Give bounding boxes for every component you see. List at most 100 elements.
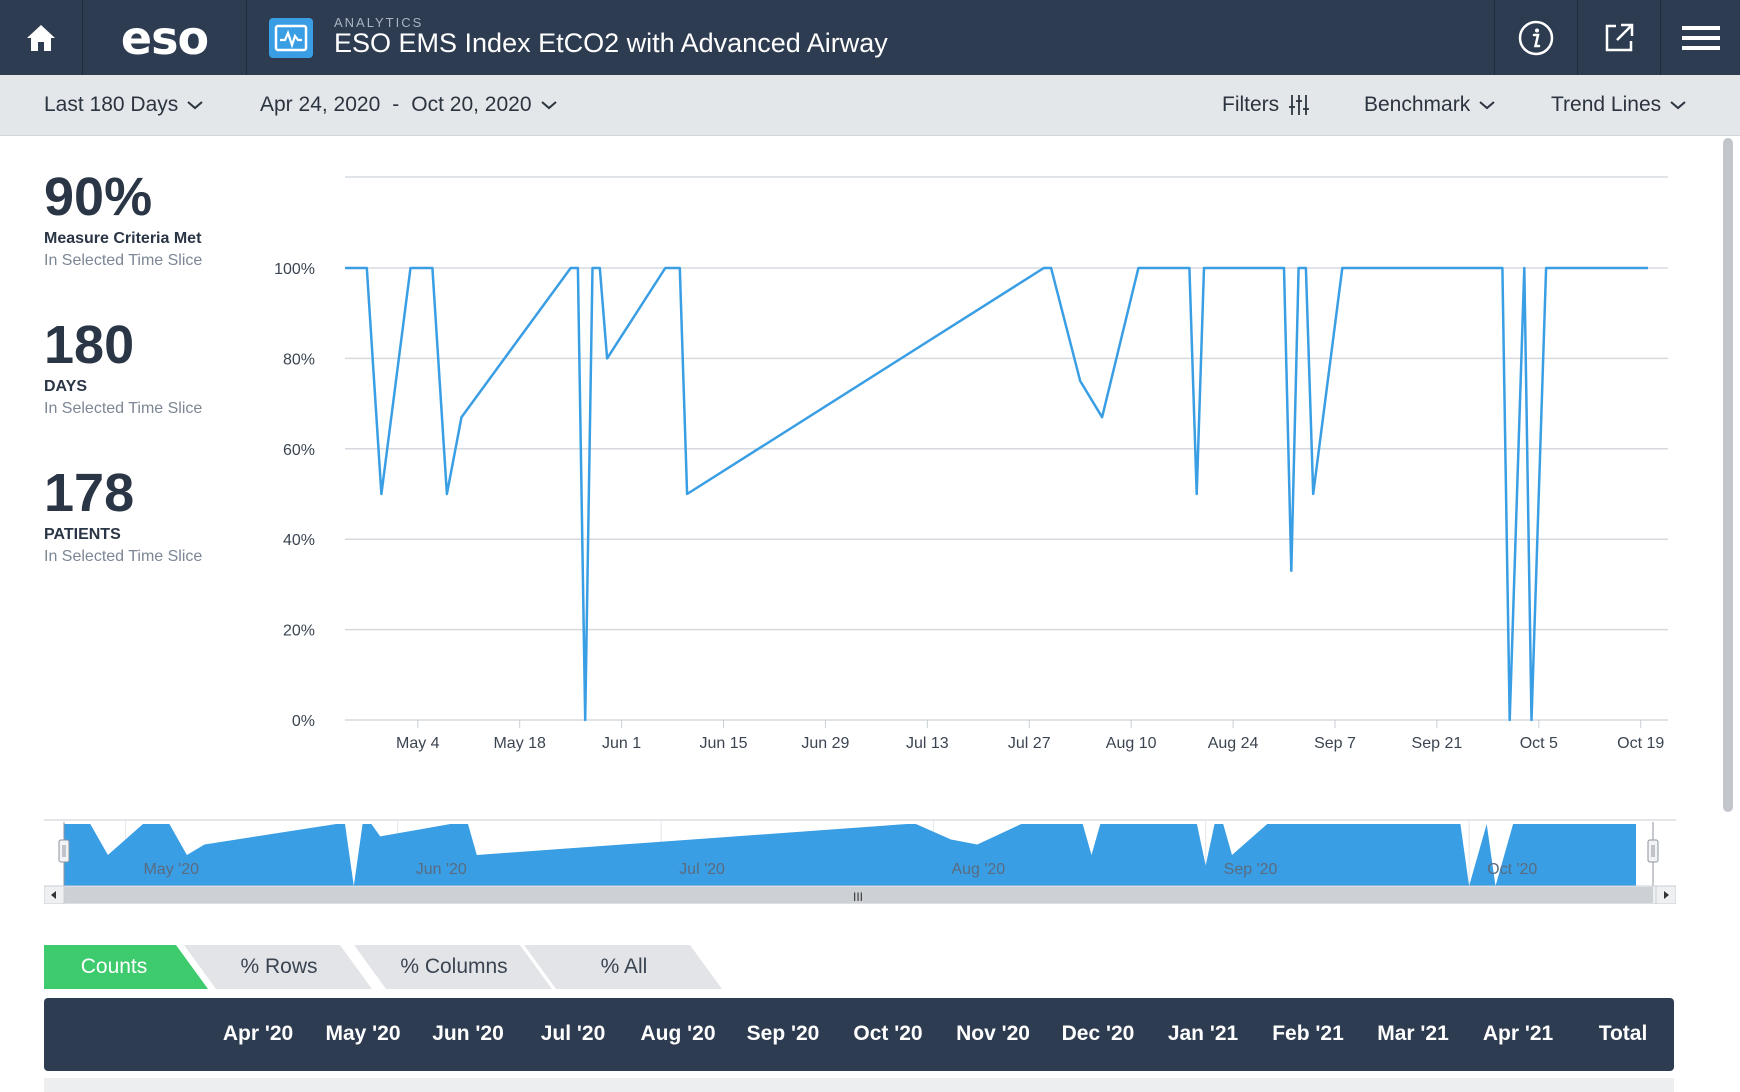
external-link-button[interactable] (1578, 0, 1660, 75)
column-header[interactable]: Apr '21 (1482, 1022, 1554, 1045)
x-tick-label: Jun 29 (801, 735, 849, 752)
x-tick-label: Oct 19 (1617, 735, 1664, 752)
column-header[interactable]: Apr '20 (222, 1022, 294, 1045)
column-header[interactable]: Oct '20 (853, 1022, 923, 1045)
column-header[interactable]: Mar '21 (1377, 1022, 1449, 1045)
y-tick-label: 0% (292, 713, 315, 730)
x-tick-label: Oct 5 (1520, 735, 1558, 752)
column-header[interactable]: Total (1598, 1022, 1648, 1045)
navigator-month-label: Aug '20 (951, 861, 1005, 878)
tab-counts[interactable]: Counts (44, 945, 210, 989)
navigator-month-label: Sep '20 (1224, 861, 1278, 878)
scroll-right-arrow-icon (1664, 891, 1669, 899)
kpi-label: DAYS (44, 378, 87, 395)
filters-label: Filters (1222, 93, 1280, 116)
logo-text: eso (120, 10, 209, 65)
y-tick-label: 20% (283, 623, 315, 640)
navigator-month-label: Jun '20 (416, 861, 467, 878)
tab-label: % All (600, 955, 648, 978)
menu-icon (1681, 25, 1720, 50)
column-header[interactable]: Jan '21 (1167, 1022, 1239, 1045)
tab-label: % Rows (240, 955, 318, 978)
home-button[interactable] (0, 0, 82, 75)
column-header[interactable]: Feb '21 (1272, 1022, 1344, 1045)
x-tick-label: May 18 (493, 735, 546, 752)
table-row (44, 1078, 1674, 1092)
eso-logo: eso (83, 0, 246, 75)
chart-app-icon (269, 18, 313, 58)
x-tick-label: Jun 1 (602, 735, 641, 752)
range-dropdown[interactable]: Last 180 Days (44, 93, 204, 117)
x-tick-label: Sep 7 (1314, 735, 1356, 752)
navigator-left-handle[interactable] (58, 822, 70, 886)
date-from: Apr 24, 2020 (260, 93, 381, 116)
info-icon (1518, 20, 1554, 55)
tab-label: % Columns (400, 955, 508, 978)
navigator-scrollbar[interactable]: III (44, 885, 1676, 904)
column-header[interactable]: Jun '20 (432, 1022, 504, 1045)
column-header[interactable]: Sep '20 (746, 1022, 820, 1045)
x-tick-label: Aug 10 (1106, 735, 1157, 752)
benchmark-dropdown[interactable]: Benchmark (1364, 93, 1496, 117)
kpi-sublabel: In Selected Time Slice (44, 548, 203, 565)
y-tick-label: 80% (283, 351, 315, 368)
column-header[interactable]: Nov '20 (956, 1022, 1030, 1045)
chevron-down-icon (1670, 101, 1686, 110)
kpi-sublabel: In Selected Time Slice (44, 252, 203, 269)
y-tick-label: 60% (283, 442, 315, 459)
navigator-area (64, 824, 1636, 886)
menu-button[interactable] (1661, 0, 1740, 75)
column-header[interactable]: Aug '20 (640, 1022, 716, 1045)
column-header[interactable]: Dec '20 (1061, 1022, 1135, 1045)
x-tick-label: Aug 24 (1208, 735, 1259, 752)
page-scrollbar[interactable] (1721, 138, 1735, 1088)
tab-rows[interactable]: % Rows (184, 945, 374, 989)
trend-lines-dropdown[interactable]: Trend Lines (1551, 93, 1687, 117)
date-separator: - (392, 93, 400, 116)
tab-columns[interactable]: % Columns (354, 945, 554, 989)
kpi-patients: 178 PATIENTS In Selected Time Slice (44, 466, 202, 566)
series-line[interactable] (345, 266, 1648, 722)
y-tick-label: 100% (274, 261, 315, 278)
kpi-value: 180 (44, 315, 135, 375)
kpi-label: PATIENTS (44, 526, 121, 543)
app-section-label: ANALYTICS (334, 15, 424, 30)
scroll-grip[interactable]: III (853, 890, 863, 904)
navigator-right-handle[interactable] (1647, 822, 1659, 886)
column-header[interactable]: May '20 (325, 1022, 401, 1045)
scroll-left-arrow-icon (51, 891, 56, 899)
x-tick-label: Jun 15 (700, 735, 748, 752)
tab-all[interactable]: % All (524, 945, 724, 989)
page-scrollbar-thumb[interactable] (1723, 138, 1733, 812)
x-tick-label: Jul 13 (906, 735, 949, 752)
tab-label: Counts (80, 955, 148, 978)
trend-lines-label: Trend Lines (1551, 93, 1662, 116)
navigator-month-label: Oct '20 (1487, 861, 1537, 878)
line-chart[interactable]: 0% 20% 40% 60% 80% 100% May 4 May 18 Jun 1 Jun 1… (240, 150, 1680, 760)
kpi-value: 178 (44, 463, 135, 523)
page-title: ESO EMS Index EtCO2 with Advanced Airway (334, 28, 888, 58)
range-navigator[interactable]: May '20 Jun '20 Jul '20 Aug '20 Sep '20 Oct '… (44, 818, 1676, 904)
y-tick-label: 40% (283, 532, 315, 549)
column-header[interactable]: Jul '20 (540, 1022, 606, 1045)
navigator-month-label: Jul '20 (679, 861, 725, 878)
chevron-down-icon (1479, 101, 1495, 110)
chevron-down-icon (187, 101, 203, 110)
filter-sliders-icon (1289, 95, 1310, 115)
table-header: Apr '20 May '20 Jun '20 Jul '20 Aug '20 Sep '… (44, 998, 1674, 1071)
kpi-sublabel: In Selected Time Slice (44, 400, 203, 417)
external-link-icon (1605, 23, 1634, 51)
info-button[interactable] (1495, 0, 1577, 75)
filter-bar: Last 180 Days Apr 24, 2020 - Oct 20, 202… (0, 75, 1740, 136)
chevron-down-icon (540, 101, 557, 110)
filters-button[interactable]: Filters (1222, 93, 1311, 117)
kpi-label: Measure Criteria Met (44, 230, 202, 247)
range-label: Last 180 Days (44, 93, 179, 116)
kpi-value: 90% (44, 167, 153, 227)
kpi-measure-met: 90% Measure Criteria Met In Selected Tim… (44, 170, 202, 270)
benchmark-label: Benchmark (1364, 93, 1471, 116)
date-range-dropdown[interactable]: Apr 24, 2020 - Oct 20, 2020 (260, 93, 558, 117)
top-bar: eso ANALYTICS ESO EMS Index EtCO2 with A… (0, 0, 1740, 75)
x-tick-label: Jul 27 (1008, 735, 1051, 752)
navigator-month-label: May '20 (143, 861, 199, 878)
